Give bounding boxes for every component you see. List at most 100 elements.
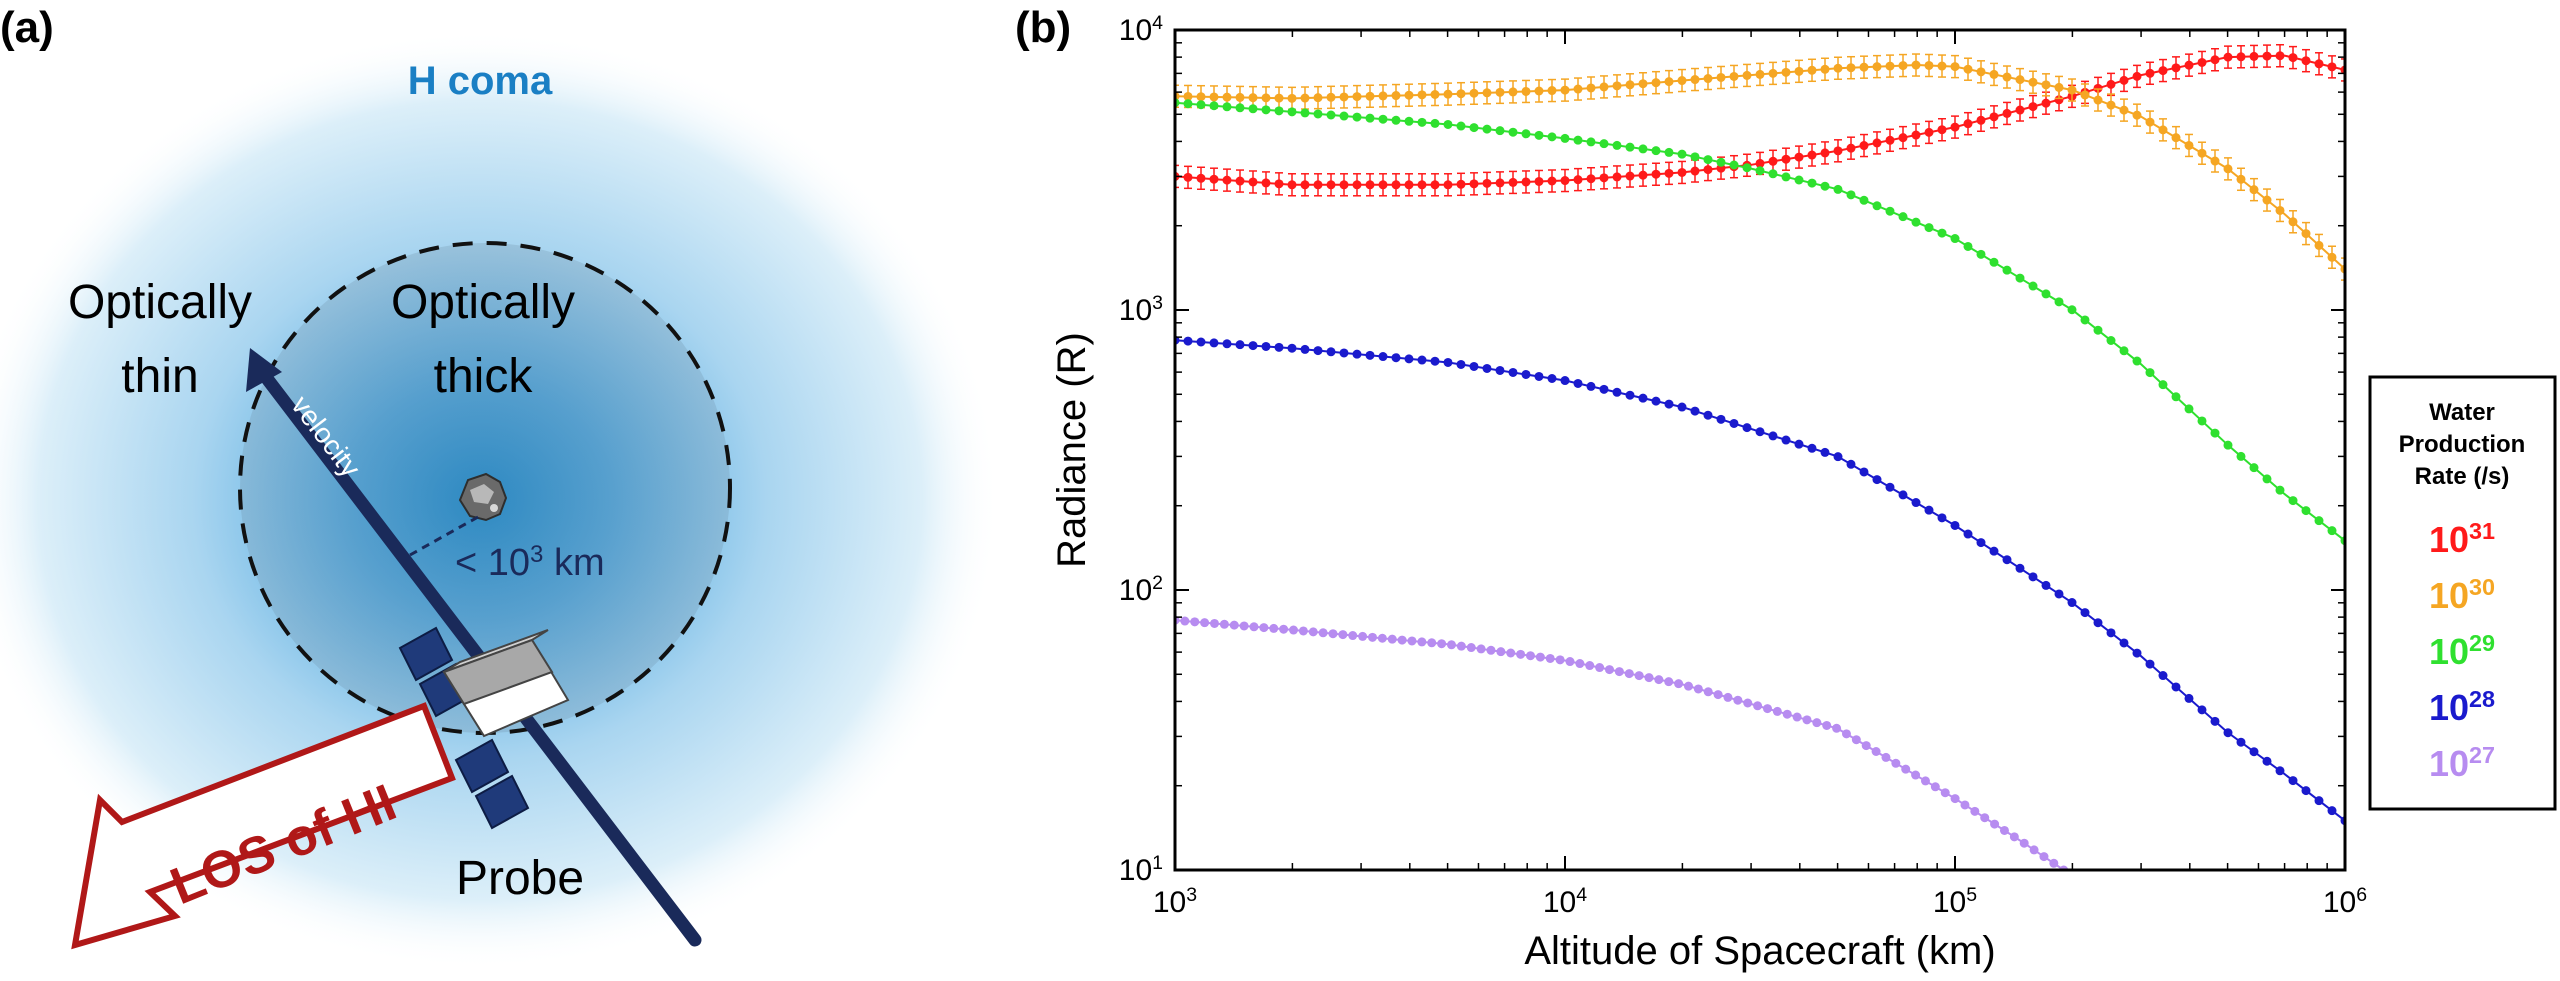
data-point [1861, 741, 1871, 751]
data-point [1703, 165, 1713, 175]
data-point [2029, 845, 2039, 855]
data-point [2145, 117, 2155, 127]
data-point [1261, 105, 1271, 115]
data-point [1599, 384, 1609, 394]
data-point [1391, 115, 1401, 125]
data-point [2275, 485, 2285, 495]
data-point [1274, 179, 1284, 189]
data-point [2184, 404, 2194, 414]
data-point [1703, 155, 1713, 165]
data-point [1833, 146, 1843, 156]
data-point [1313, 180, 1323, 190]
series-2 [1175, 98, 2345, 546]
data-point [1274, 93, 1284, 103]
data-point [1482, 363, 1492, 373]
data-point [2158, 380, 2168, 390]
data-point [1690, 406, 1700, 416]
data-point [1768, 169, 1778, 179]
data-point [1495, 87, 1505, 97]
data-point [1881, 752, 1891, 762]
data-point [2184, 140, 2194, 150]
data-point [1437, 639, 1447, 649]
data-point [1486, 645, 1496, 655]
data-point [1573, 378, 1583, 388]
data-point [1222, 175, 1232, 185]
data-point [1547, 176, 1557, 186]
data-point [2236, 737, 2246, 747]
data-point [2132, 648, 2142, 658]
data-point [2002, 108, 2012, 118]
data-point [1755, 166, 1765, 176]
data-point [1313, 93, 1323, 103]
data-point [1781, 435, 1791, 445]
data-point [2067, 598, 2077, 608]
data-point [1339, 180, 1349, 190]
legend-entry: 1027 [2429, 742, 2495, 784]
data-point [1999, 825, 2009, 835]
data-point [2028, 102, 2038, 112]
x-tick-label: 105 [1933, 884, 1977, 919]
data-point [1690, 75, 1700, 85]
legend-entries: 1031 1030 1029 1028 1027 [2429, 518, 2495, 784]
data-point [1235, 103, 1245, 113]
data-point [1222, 339, 1232, 349]
data-point [2054, 95, 2064, 105]
data-point [1755, 427, 1765, 437]
x-axis-title: Altitude of Spacecraft (km) [1524, 929, 1995, 973]
data-point [1298, 626, 1308, 636]
data-point [1664, 168, 1674, 178]
data-point [1820, 181, 1830, 191]
data-point [1209, 338, 1219, 348]
data-point [1703, 74, 1713, 84]
data-point [1443, 357, 1453, 367]
data-point [2158, 671, 2168, 681]
data-point [1456, 641, 1466, 651]
data-point [1872, 138, 1882, 148]
data-point [1781, 172, 1791, 182]
data-point [1352, 349, 1362, 359]
data-point [1508, 367, 1518, 377]
data-point [1575, 659, 1585, 669]
data-point [1753, 701, 1763, 711]
data-point [1716, 414, 1726, 424]
data-point [1599, 173, 1609, 183]
data-point [1638, 393, 1648, 403]
data-point [1456, 179, 1466, 189]
data-point [1859, 467, 1869, 477]
data-point [2145, 659, 2155, 669]
data-point [1430, 356, 1440, 366]
data-point [2132, 71, 2142, 81]
data-point [1495, 126, 1505, 136]
data-point [1762, 704, 1772, 714]
data-point [1308, 627, 1318, 637]
data-point [2236, 174, 2246, 184]
data-point [1841, 729, 1851, 739]
data-point [1560, 176, 1570, 186]
data-point [1599, 139, 1609, 149]
data-point [1976, 67, 1986, 77]
series-line [1175, 339, 2345, 822]
data-point [2067, 305, 2077, 315]
optically-thick-label-line1: Optically [391, 276, 575, 329]
data-point [1851, 735, 1861, 745]
data-point [2093, 618, 2103, 628]
data-point [1482, 124, 1492, 134]
data-point [1891, 758, 1901, 768]
data-point [1911, 217, 1921, 227]
data-point [1822, 720, 1832, 730]
data-point [1729, 418, 1739, 428]
data-point [1313, 109, 1323, 119]
data-point [1664, 677, 1674, 687]
data-point [1976, 249, 1986, 259]
legend-entry: 1031 [2429, 518, 2495, 560]
data-point [1980, 813, 1990, 823]
data-point [1352, 92, 1362, 102]
data-point [1768, 431, 1778, 441]
data-point [2039, 852, 2049, 862]
data-point [1287, 343, 1297, 353]
data-point [1235, 92, 1245, 102]
data-point [2028, 77, 2038, 87]
data-point [1872, 201, 1882, 211]
data-point [2009, 832, 2019, 842]
data-point [1288, 625, 1298, 635]
